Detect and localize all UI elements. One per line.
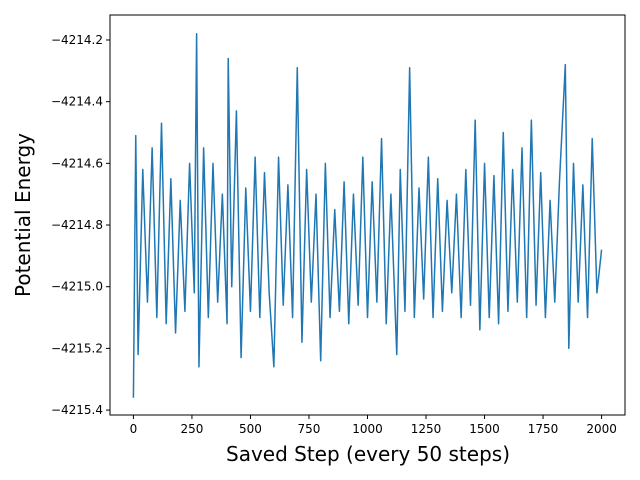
y-tick-label: −4215.2	[51, 341, 103, 355]
y-tick-label: −4214.6	[51, 156, 103, 170]
x-tick-label: 500	[239, 422, 262, 436]
y-tick-label: −4215.0	[51, 280, 103, 294]
y-tick-label: −4215.4	[51, 403, 103, 417]
x-tick-label: 2000	[586, 422, 617, 436]
x-tick-label: 1000	[352, 422, 383, 436]
series-line	[132, 33, 603, 398]
plot-frame	[109, 14, 626, 416]
x-tick-label: 1500	[469, 422, 500, 436]
x-tick-label: 750	[298, 422, 321, 436]
x-tick-label: 1750	[528, 422, 559, 436]
x-axis-label: Saved Step (every 50 steps)	[226, 442, 510, 466]
x-tick-label: 1250	[411, 422, 442, 436]
y-tick-label: −4214.8	[51, 218, 103, 232]
y-axis-label: Potential Energy	[11, 133, 35, 297]
y-tick-label: −4214.4	[51, 95, 103, 109]
x-tick-label: 0	[130, 422, 138, 436]
y-tick-label: −4214.2	[51, 33, 103, 47]
x-tick-label: 250	[180, 422, 203, 436]
